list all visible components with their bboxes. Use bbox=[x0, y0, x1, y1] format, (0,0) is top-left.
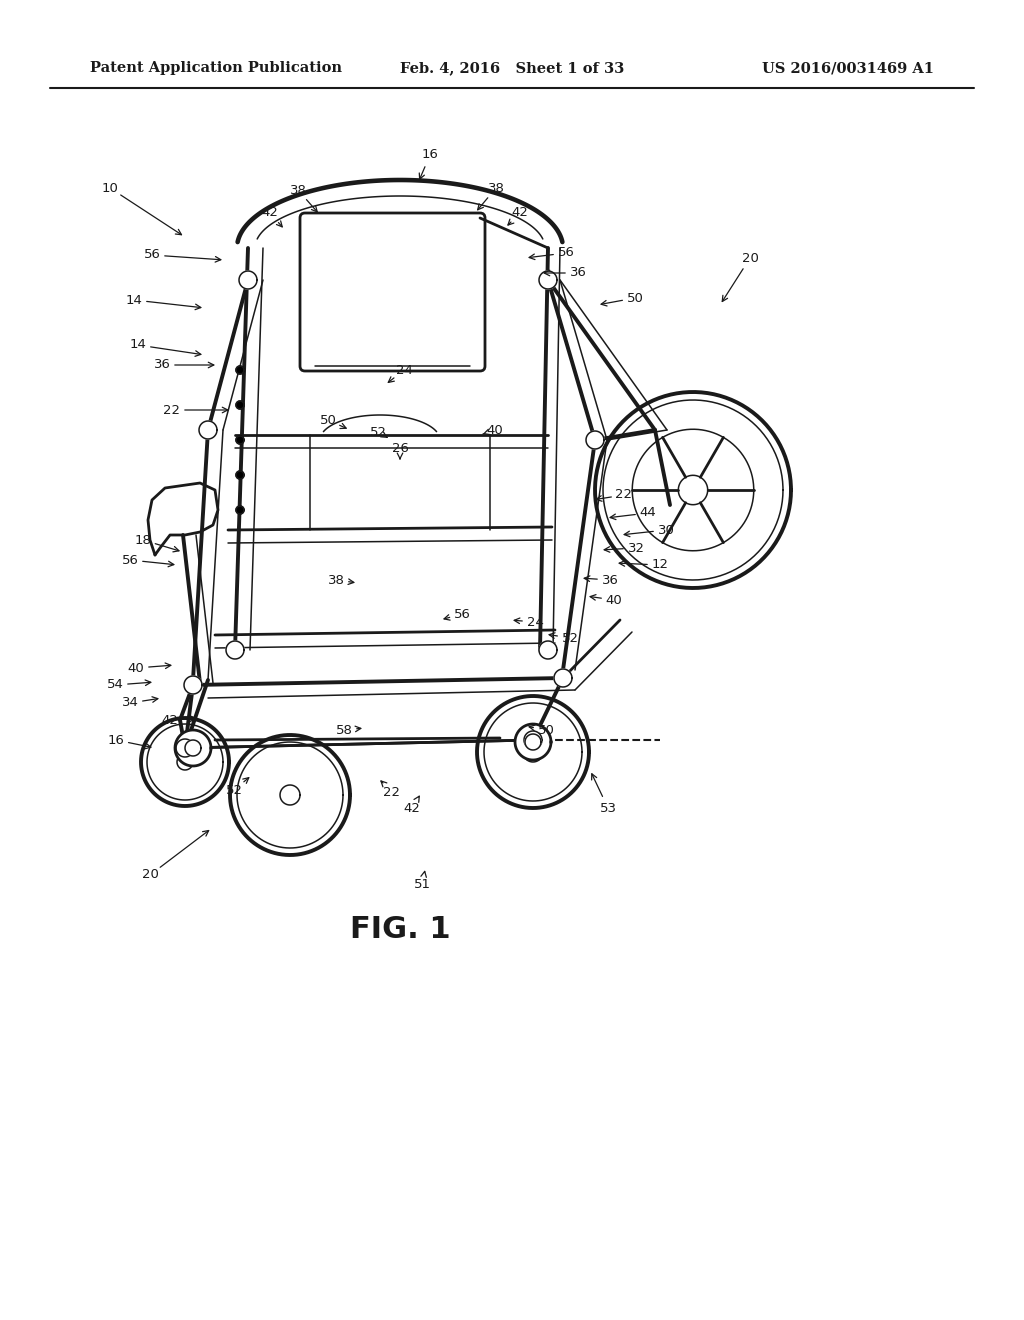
Text: 51: 51 bbox=[414, 879, 430, 891]
FancyBboxPatch shape bbox=[300, 213, 485, 371]
Text: 16: 16 bbox=[108, 734, 125, 747]
Text: 38: 38 bbox=[290, 183, 306, 197]
Polygon shape bbox=[236, 506, 244, 513]
Text: 22: 22 bbox=[164, 404, 180, 417]
Text: 16: 16 bbox=[422, 149, 438, 161]
Text: 38: 38 bbox=[328, 573, 344, 586]
Polygon shape bbox=[184, 676, 202, 694]
Text: 56: 56 bbox=[454, 607, 470, 620]
Text: 10: 10 bbox=[101, 181, 119, 194]
Polygon shape bbox=[586, 432, 604, 449]
Polygon shape bbox=[239, 271, 257, 289]
Text: 40: 40 bbox=[128, 661, 144, 675]
Text: 38: 38 bbox=[487, 181, 505, 194]
Text: 12: 12 bbox=[651, 558, 669, 572]
Polygon shape bbox=[554, 669, 572, 686]
Text: 14: 14 bbox=[130, 338, 146, 351]
Text: 42: 42 bbox=[162, 714, 178, 726]
Polygon shape bbox=[524, 731, 542, 748]
Polygon shape bbox=[539, 271, 557, 289]
Polygon shape bbox=[236, 471, 244, 479]
Polygon shape bbox=[185, 741, 201, 756]
Text: Feb. 4, 2016   Sheet 1 of 33: Feb. 4, 2016 Sheet 1 of 33 bbox=[400, 61, 624, 75]
Text: 24: 24 bbox=[395, 363, 413, 376]
Text: 58: 58 bbox=[336, 723, 352, 737]
Text: 56: 56 bbox=[557, 247, 574, 260]
Polygon shape bbox=[236, 436, 244, 444]
Text: US 2016/0031469 A1: US 2016/0031469 A1 bbox=[762, 61, 934, 75]
Polygon shape bbox=[236, 366, 244, 374]
Text: 40: 40 bbox=[605, 594, 623, 606]
Text: FIG. 1: FIG. 1 bbox=[349, 916, 451, 945]
Text: 56: 56 bbox=[122, 553, 138, 566]
Text: 36: 36 bbox=[154, 359, 170, 371]
Text: 42: 42 bbox=[512, 206, 528, 219]
Text: 26: 26 bbox=[391, 441, 409, 454]
Polygon shape bbox=[176, 739, 194, 756]
Polygon shape bbox=[236, 401, 244, 409]
Polygon shape bbox=[177, 754, 193, 770]
Text: 14: 14 bbox=[126, 293, 142, 306]
Text: 54: 54 bbox=[106, 678, 124, 692]
Text: 50: 50 bbox=[319, 413, 337, 426]
Text: 52: 52 bbox=[225, 784, 243, 796]
Text: 36: 36 bbox=[601, 573, 618, 586]
Polygon shape bbox=[515, 723, 551, 760]
Text: 50: 50 bbox=[538, 723, 554, 737]
Polygon shape bbox=[226, 642, 244, 659]
Text: 20: 20 bbox=[741, 252, 759, 264]
Text: 42: 42 bbox=[403, 801, 421, 814]
Text: Patent Application Publication: Patent Application Publication bbox=[90, 61, 342, 75]
Polygon shape bbox=[523, 742, 543, 762]
Text: 30: 30 bbox=[657, 524, 675, 536]
Text: 42: 42 bbox=[261, 206, 279, 219]
Text: 20: 20 bbox=[141, 869, 159, 882]
Text: 22: 22 bbox=[384, 785, 400, 799]
Text: 50: 50 bbox=[627, 292, 643, 305]
Polygon shape bbox=[175, 730, 211, 766]
Text: 32: 32 bbox=[628, 541, 644, 554]
Text: 36: 36 bbox=[569, 267, 587, 280]
Polygon shape bbox=[539, 642, 557, 659]
Text: 53: 53 bbox=[599, 801, 616, 814]
Text: 22: 22 bbox=[615, 488, 633, 502]
Text: 52: 52 bbox=[370, 425, 386, 438]
Text: 44: 44 bbox=[640, 507, 656, 520]
Polygon shape bbox=[678, 475, 708, 504]
Text: 24: 24 bbox=[526, 615, 544, 628]
Text: 18: 18 bbox=[134, 533, 152, 546]
Text: 56: 56 bbox=[143, 248, 161, 261]
Polygon shape bbox=[280, 785, 300, 805]
Text: 52: 52 bbox=[561, 631, 579, 644]
Polygon shape bbox=[199, 421, 217, 440]
Text: 34: 34 bbox=[122, 697, 138, 710]
Polygon shape bbox=[525, 734, 541, 750]
Text: 40: 40 bbox=[486, 424, 504, 437]
